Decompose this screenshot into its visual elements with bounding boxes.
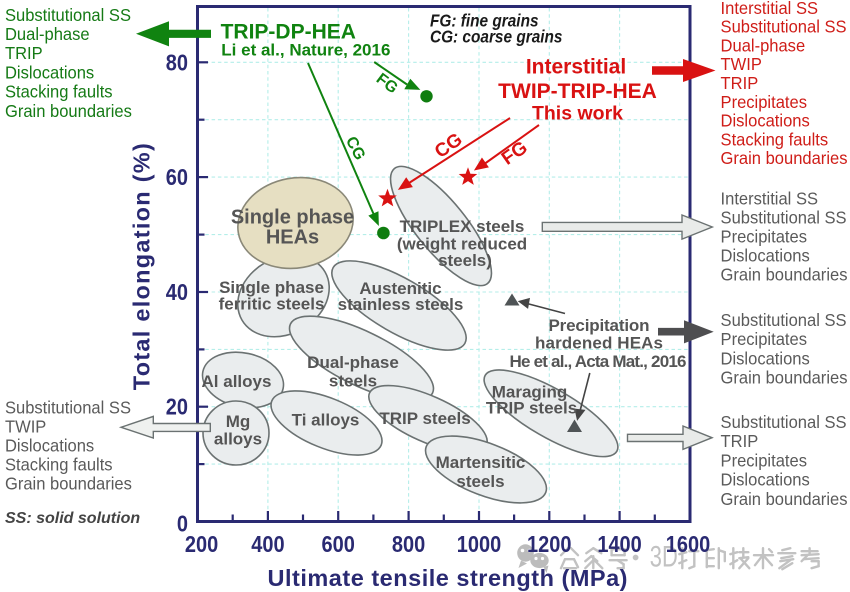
svg-text:3D: 3D xyxy=(650,539,678,573)
svg-text:Substitutional SS: Substitutional SS xyxy=(5,397,131,418)
svg-text:Dislocations: Dislocations xyxy=(721,348,811,369)
svg-text:200: 200 xyxy=(185,530,218,557)
svg-text:FG: fine grains: FG: fine grains xyxy=(430,12,539,31)
svg-text:20: 20 xyxy=(166,393,188,420)
svg-text:Interstitial: Interstitial xyxy=(526,56,626,79)
svg-text:TRIP: TRIP xyxy=(5,43,43,64)
svg-text:CG: coarse grains: CG: coarse grains xyxy=(430,28,563,47)
svg-text:Substitutional SS: Substitutional SS xyxy=(721,207,847,228)
svg-text:Dual-phase: Dual-phase xyxy=(307,353,399,372)
svg-text:Precipitation: Precipitation xyxy=(549,316,650,335)
svg-text:TRIP steels: TRIP steels xyxy=(486,399,577,418)
svg-text:Total elongation (%): Total elongation (%) xyxy=(129,143,155,390)
svg-text:Grain boundaries: Grain boundaries xyxy=(721,367,848,388)
svg-text:40: 40 xyxy=(166,278,188,305)
svg-text:1000: 1000 xyxy=(457,530,501,557)
svg-text:Stacking faults: Stacking faults xyxy=(721,129,829,150)
svg-text:TWIP: TWIP xyxy=(5,416,46,437)
svg-text:Mg: Mg xyxy=(226,412,251,431)
svg-text:Grain boundaries: Grain boundaries xyxy=(721,148,848,169)
svg-text:TRIP-DP-HEA: TRIP-DP-HEA xyxy=(221,21,356,44)
svg-text:60: 60 xyxy=(166,164,188,191)
svg-text:He et al., Acta Mat., 2016: He et al., Acta Mat., 2016 xyxy=(510,352,687,371)
svg-text:(weight reduced: (weight reduced xyxy=(397,235,527,254)
svg-text:Precipitates: Precipitates xyxy=(721,226,808,247)
svg-text:Interstitial SS: Interstitial SS xyxy=(721,188,818,209)
svg-text:Precipitates: Precipitates xyxy=(721,450,808,471)
svg-text:stainless steels: stainless steels xyxy=(338,295,464,314)
svg-text:Dislocations: Dislocations xyxy=(721,469,811,490)
svg-text:Precipitates: Precipitates xyxy=(721,329,808,350)
svg-text:Substitutional SS: Substitutional SS xyxy=(721,309,847,330)
svg-text:ferritic steels: ferritic steels xyxy=(219,295,325,314)
svg-text:Ti alloys: Ti alloys xyxy=(292,411,360,430)
svg-text:800: 800 xyxy=(392,530,425,557)
svg-text:Dislocations: Dislocations xyxy=(721,245,811,266)
svg-text:600: 600 xyxy=(322,530,355,557)
svg-text:Al alloys: Al alloys xyxy=(202,372,272,391)
svg-text:Maraging: Maraging xyxy=(492,383,568,402)
svg-text:steels: steels xyxy=(456,472,504,491)
svg-text:1400: 1400 xyxy=(597,530,641,557)
svg-text:Austenitic: Austenitic xyxy=(359,279,441,298)
svg-text:TWIP: TWIP xyxy=(721,54,762,75)
svg-text:Substitutional SS: Substitutional SS xyxy=(5,4,131,25)
svg-text:0: 0 xyxy=(177,510,188,537)
svg-text:Grain boundaries: Grain boundaries xyxy=(5,100,132,121)
svg-text:Ultimate tensile strength (MPa: Ultimate tensile strength (MPa) xyxy=(268,565,628,591)
svg-text:Li et al., Nature, 2016: Li et al., Nature, 2016 xyxy=(221,41,390,60)
svg-text:Substitutional SS: Substitutional SS xyxy=(721,411,847,432)
svg-text:hardened HEAs: hardened HEAs xyxy=(535,334,663,353)
svg-text:1200: 1200 xyxy=(527,530,571,557)
svg-text:Grain boundaries: Grain boundaries xyxy=(5,473,132,494)
svg-text:1600: 1600 xyxy=(666,530,710,557)
svg-text:SS: solid solution: SS: solid solution xyxy=(5,510,140,527)
svg-text:Dislocations: Dislocations xyxy=(5,435,95,456)
svg-text:Precipitates: Precipitates xyxy=(721,91,808,112)
svg-text:TRIP: TRIP xyxy=(721,72,759,93)
svg-text:400: 400 xyxy=(251,530,284,557)
svg-text:Stacking faults: Stacking faults xyxy=(5,454,113,475)
svg-text:80: 80 xyxy=(166,49,188,76)
svg-text:Dual-phase: Dual-phase xyxy=(5,23,90,44)
svg-text:Grain boundaries: Grain boundaries xyxy=(721,488,848,509)
svg-text:TRIPLEX steels: TRIPLEX steels xyxy=(400,217,525,236)
svg-text:Single phase: Single phase xyxy=(231,207,354,229)
svg-text:Substitutional SS: Substitutional SS xyxy=(721,16,847,37)
svg-text:steels: steels xyxy=(329,372,377,391)
svg-text:Grain boundaries: Grain boundaries xyxy=(721,264,848,285)
svg-text:steels): steels) xyxy=(438,251,492,270)
svg-text:Stacking faults: Stacking faults xyxy=(5,81,113,102)
svg-text:Dislocations: Dislocations xyxy=(721,110,811,131)
svg-text:TRIP: TRIP xyxy=(721,431,759,452)
svg-text:TRIP steels: TRIP steels xyxy=(379,409,470,428)
svg-text:Single phase: Single phase xyxy=(219,278,324,297)
svg-text:This work: This work xyxy=(532,103,623,125)
svg-text:Martensitic: Martensitic xyxy=(436,453,526,472)
svg-text:TWIP-TRIP-HEA: TWIP-TRIP-HEA xyxy=(498,80,657,103)
svg-text:Dual-phase: Dual-phase xyxy=(721,35,806,56)
svg-text:alloys: alloys xyxy=(214,430,262,449)
svg-text:Interstitial SS: Interstitial SS xyxy=(721,0,818,18)
svg-text:HEAs: HEAs xyxy=(266,227,319,249)
svg-text:Dislocations: Dislocations xyxy=(5,62,95,83)
